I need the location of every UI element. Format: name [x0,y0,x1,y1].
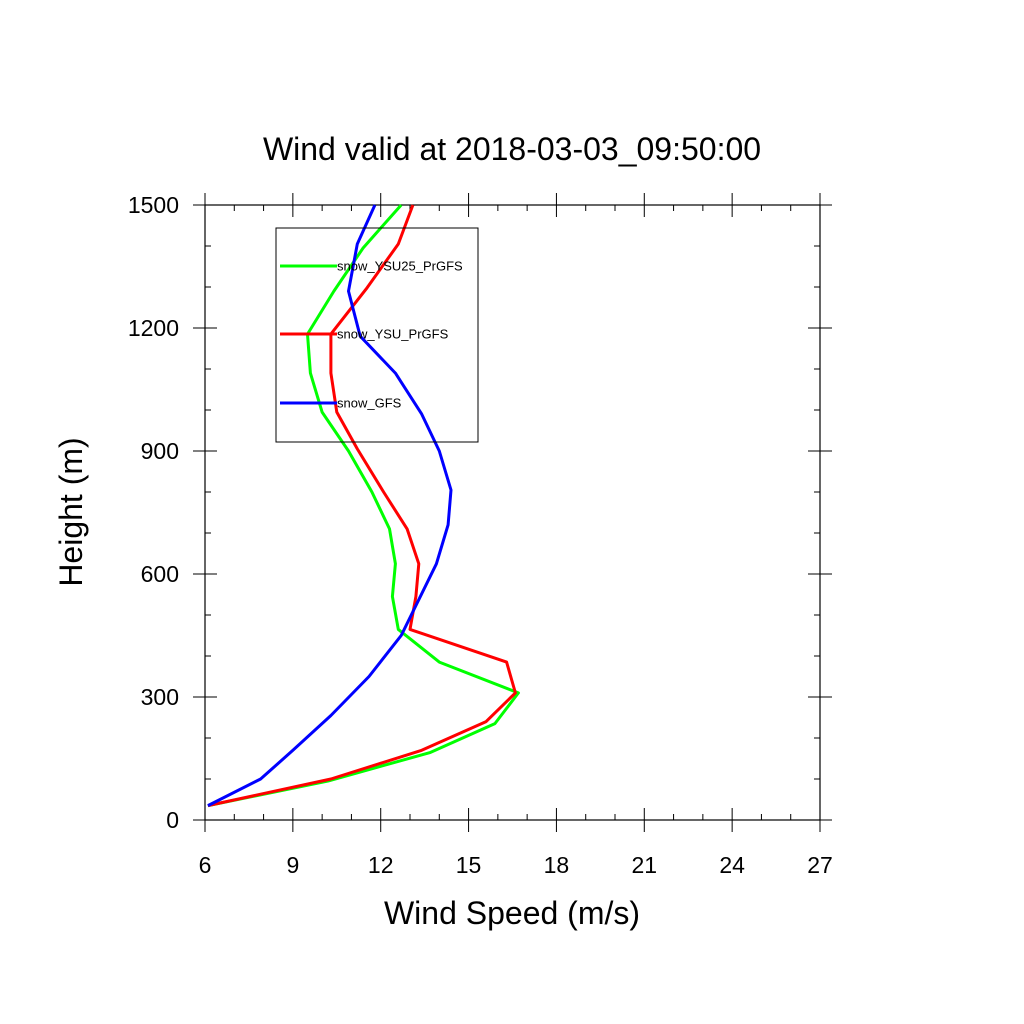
x-tick-label: 12 [368,852,394,878]
x-tick-label: 21 [631,852,657,878]
y-tick-label: 300 [141,684,179,710]
y-tick-label: 900 [141,438,179,464]
series-line-snow_YSU_PrGFS [207,204,517,808]
legend-label: snow_YSU25_PrGFS [337,259,463,274]
x-tick-label: 27 [807,852,833,878]
x-tick-label: 18 [544,852,570,878]
legend-box [275,227,479,443]
series-line-snow_GFS [207,204,453,807]
y-tick-label: 1500 [128,192,179,218]
y-tick-label: 1200 [128,315,179,341]
x-axis-label: Wind Speed (m/s) [384,895,640,931]
x-tick-label: 24 [719,852,745,878]
x-tick-label: 6 [199,852,212,878]
plot-area: 6 9 12 15 18 21 24 27 0 300 600 900 1200 1500 snow_YSU… [128,192,833,878]
y-tick-label: 0 [166,807,179,833]
legend-label: snow_YSU_PrGFS [337,327,449,342]
series-line-snow_YSU25_PrGFS [207,204,520,808]
legend: snow_YSU25_PrGFS snow_YSU_PrGFS snow_GFS [275,227,479,443]
y-axis-label: Height (m) [53,437,89,586]
x-tick-label: 9 [286,852,299,878]
x-tick-label: 15 [456,852,482,878]
y-tick-label: 600 [141,561,179,587]
chart-title: Wind valid at 2018-03-03_09:50:00 [263,131,761,167]
legend-label: snow_GFS [337,396,402,411]
plot-frame [204,204,821,821]
